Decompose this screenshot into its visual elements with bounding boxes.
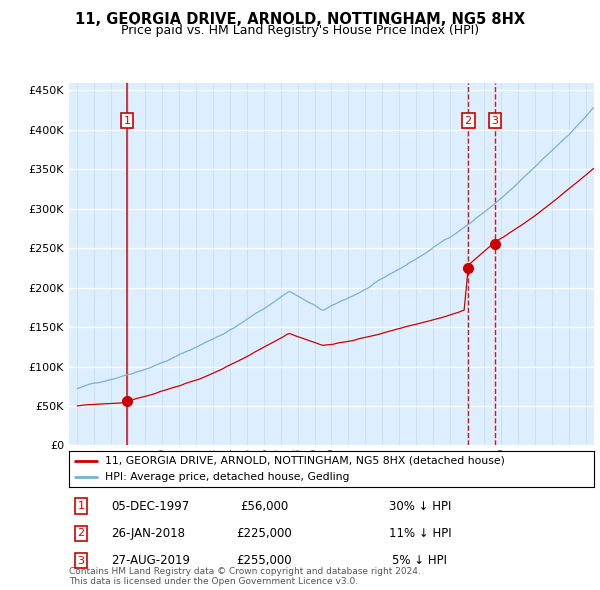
Text: 2: 2 xyxy=(464,116,472,126)
Text: 5% ↓ HPI: 5% ↓ HPI xyxy=(392,554,448,567)
Text: 3: 3 xyxy=(77,556,85,565)
Text: 30% ↓ HPI: 30% ↓ HPI xyxy=(389,500,451,513)
Text: £225,000: £225,000 xyxy=(236,527,292,540)
Text: 11, GEORGIA DRIVE, ARNOLD, NOTTINGHAM, NG5 8HX (detached house): 11, GEORGIA DRIVE, ARNOLD, NOTTINGHAM, N… xyxy=(105,456,505,466)
Text: HPI: Average price, detached house, Gedling: HPI: Average price, detached house, Gedl… xyxy=(105,472,349,482)
Text: 11% ↓ HPI: 11% ↓ HPI xyxy=(389,527,451,540)
Text: 11, GEORGIA DRIVE, ARNOLD, NOTTINGHAM, NG5 8HX: 11, GEORGIA DRIVE, ARNOLD, NOTTINGHAM, N… xyxy=(75,12,525,27)
Text: 1: 1 xyxy=(124,116,130,126)
Text: 26-JAN-2018: 26-JAN-2018 xyxy=(111,527,185,540)
Text: Contains HM Land Registry data © Crown copyright and database right 2024.
This d: Contains HM Land Registry data © Crown c… xyxy=(69,567,421,586)
Text: £56,000: £56,000 xyxy=(240,500,288,513)
Text: 05-DEC-1997: 05-DEC-1997 xyxy=(111,500,189,513)
Text: 27-AUG-2019: 27-AUG-2019 xyxy=(111,554,190,567)
Text: Price paid vs. HM Land Registry's House Price Index (HPI): Price paid vs. HM Land Registry's House … xyxy=(121,24,479,37)
Text: £255,000: £255,000 xyxy=(236,554,292,567)
Text: 2: 2 xyxy=(77,529,85,538)
Text: 1: 1 xyxy=(77,502,85,511)
Text: 3: 3 xyxy=(491,116,499,126)
